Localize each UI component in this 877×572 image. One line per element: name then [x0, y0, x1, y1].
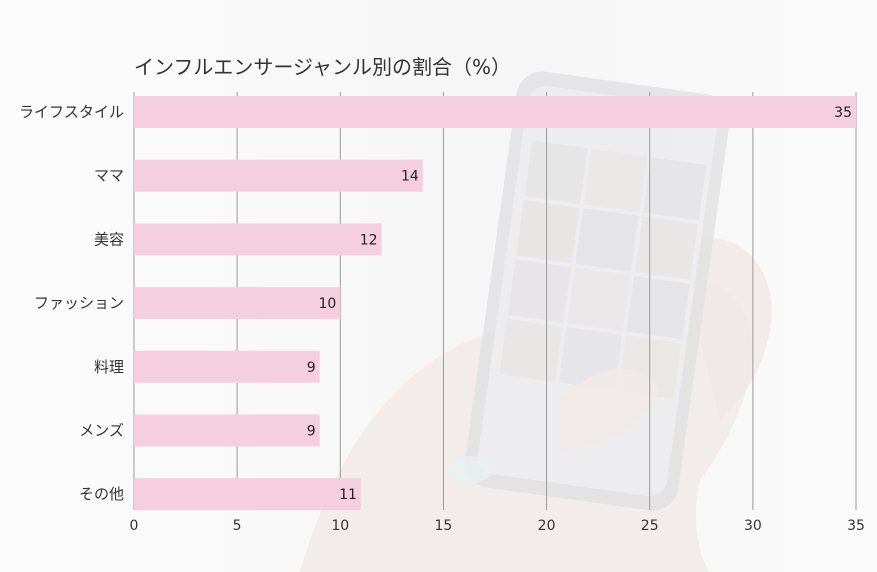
- bar: [134, 414, 320, 447]
- category-label: メンズ: [79, 422, 124, 440]
- data-label: 11: [339, 487, 357, 503]
- x-tick-label: 30: [744, 518, 762, 534]
- bar: [134, 478, 361, 511]
- data-label: 10: [318, 296, 336, 312]
- category-label: ライフスタイル: [19, 103, 124, 121]
- data-label: 9: [307, 360, 316, 376]
- x-tick-label: 0: [130, 518, 139, 534]
- data-label: 9: [307, 424, 316, 440]
- bar: [134, 287, 341, 320]
- x-tick-label: 35: [847, 518, 865, 534]
- category-label: ファッション: [34, 294, 124, 312]
- category-label: 美容: [94, 230, 124, 248]
- x-tick-label: 20: [538, 518, 556, 534]
- category-label: その他: [79, 485, 124, 503]
- data-label: 14: [401, 169, 419, 185]
- bar: [134, 96, 856, 128]
- category-label: ママ: [94, 167, 124, 185]
- bar: [134, 159, 423, 192]
- bar: [134, 223, 382, 256]
- chart-title: インフルエンサージャンル別の割合（%）: [134, 55, 511, 79]
- category-label: 料理: [94, 358, 124, 376]
- bars: [134, 96, 856, 511]
- data-label: 12: [360, 232, 378, 248]
- x-tick-label: 5: [233, 518, 242, 534]
- x-tick-label: 15: [435, 518, 453, 534]
- data-labels: 35 14 12 10 9 9 11: [307, 105, 852, 503]
- x-tick-labels: 0 5 10 15 20 25 30 35: [130, 518, 865, 534]
- x-tick-label: 10: [331, 518, 349, 534]
- data-label: 35: [834, 105, 852, 121]
- bar: [134, 350, 320, 383]
- x-tick-label: 25: [641, 518, 659, 534]
